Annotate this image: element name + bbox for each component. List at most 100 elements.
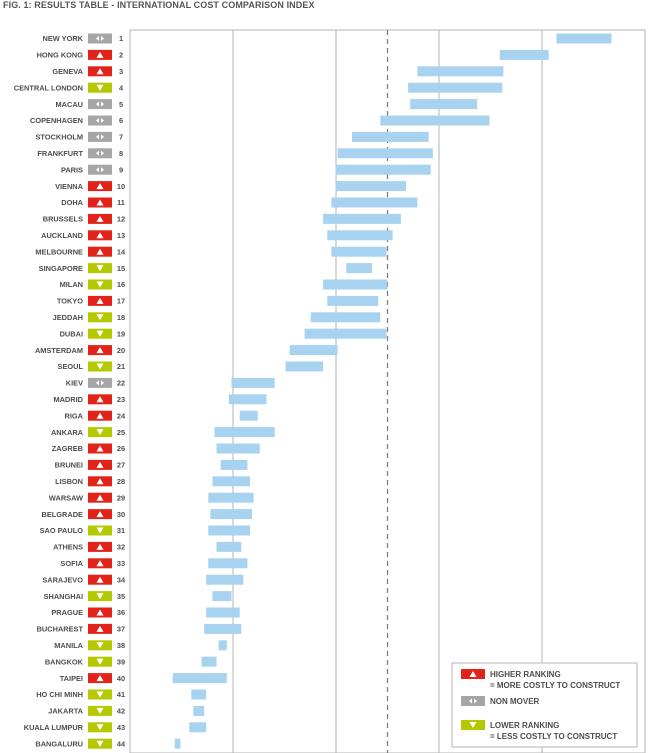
- up-arrow-icon: [96, 68, 104, 75]
- range-bar: [228, 394, 267, 405]
- city-label: BRUSSELS: [43, 215, 83, 224]
- rank-number: 12: [117, 215, 125, 224]
- up-arrow-icon: [96, 625, 104, 632]
- range-bar: [193, 705, 205, 716]
- up-arrow-icon: [96, 445, 104, 452]
- range-bar: [285, 361, 324, 372]
- rank-number: 30: [117, 510, 125, 519]
- range-bar: [331, 197, 418, 208]
- rank-number: 1: [119, 34, 123, 43]
- movement-badge: [88, 115, 112, 126]
- city-label: RIGA: [65, 411, 84, 420]
- range-bar: [191, 689, 207, 700]
- down-arrow-icon: [96, 314, 104, 321]
- range-bar: [208, 525, 250, 536]
- city-label: BELGRADE: [42, 510, 84, 519]
- rank-number: 5: [119, 100, 123, 109]
- movement-badge: [88, 148, 112, 159]
- rank-number: 2: [119, 51, 123, 60]
- left-right-arrow-icon: [96, 101, 104, 107]
- up-arrow-icon: [96, 248, 104, 255]
- left-right-arrow-icon: [96, 380, 104, 386]
- city-label: JAKARTA: [48, 707, 83, 716]
- rank-number: 4: [119, 83, 124, 92]
- rank-number: 23: [117, 395, 125, 404]
- up-arrow-icon: [96, 461, 104, 468]
- up-arrow-icon: [96, 576, 104, 583]
- down-arrow-icon: [96, 707, 104, 714]
- rank-number: 20: [117, 346, 125, 355]
- range-bar: [351, 131, 429, 142]
- legend-lower-sub: = LESS COSTLY TO CONSTRUCT: [490, 732, 617, 741]
- rank-number: 28: [117, 477, 125, 486]
- rank-number: 7: [119, 133, 123, 142]
- rank-number: 36: [117, 608, 125, 617]
- city-label: MADRID: [53, 395, 83, 404]
- city-label: ANKARA: [51, 428, 84, 437]
- rank-number: 32: [117, 543, 125, 552]
- rank-number: 8: [119, 149, 123, 158]
- rank-number: 17: [117, 297, 125, 306]
- city-label: DUBAI: [60, 329, 83, 338]
- movement-badge: [88, 99, 112, 110]
- range-bar: [172, 673, 227, 684]
- range-bar: [189, 722, 207, 733]
- up-arrow-icon: [96, 183, 104, 190]
- rank-number: 43: [117, 723, 125, 732]
- range-bar: [289, 345, 338, 356]
- city-label: MANILA: [54, 641, 83, 650]
- rank-number: 39: [117, 657, 125, 666]
- rank-number: 25: [117, 428, 125, 437]
- down-arrow-icon: [96, 330, 104, 337]
- legend: HIGHER RANKING = MORE COSTLY TO CONSTRUC…: [451, 662, 638, 748]
- up-arrow-icon: [96, 396, 104, 403]
- left-right-arrow-icon: [96, 167, 104, 173]
- city-label: LISBON: [55, 477, 83, 486]
- range-bar: [206, 574, 244, 585]
- rank-number: 9: [119, 165, 123, 174]
- city-label: FRANKFURT: [37, 149, 83, 158]
- legend-same-badge: [461, 696, 485, 706]
- rank-number: 34: [117, 575, 126, 584]
- city-label: TOKYO: [57, 297, 83, 306]
- movement-badge: [88, 164, 112, 175]
- city-label: SEOUL: [58, 362, 84, 371]
- rank-number: 38: [117, 641, 125, 650]
- city-label: VIENNA: [55, 182, 84, 191]
- range-bar: [210, 509, 253, 520]
- rank-number: 27: [117, 461, 125, 470]
- range-bar: [410, 99, 478, 110]
- rank-number: 6: [119, 116, 123, 125]
- down-arrow-icon: [96, 84, 104, 91]
- down-arrow-icon: [96, 281, 104, 288]
- city-label: DOHA: [61, 198, 83, 207]
- city-label: ZAGREB: [52, 444, 83, 453]
- city-label: KIEV: [66, 379, 83, 388]
- range-bar: [331, 246, 387, 257]
- range-bar: [417, 66, 504, 77]
- range-bar: [216, 541, 242, 552]
- rank-number: 31: [117, 526, 125, 535]
- rank-number: 42: [117, 707, 125, 716]
- city-label: ATHENS: [53, 543, 83, 552]
- up-arrow-icon: [96, 560, 104, 567]
- down-arrow-icon: [96, 527, 104, 534]
- up-arrow-icon: [96, 215, 104, 222]
- range-bar: [220, 459, 248, 470]
- down-arrow-icon: [96, 658, 104, 665]
- left-right-arrow-icon: [96, 134, 104, 140]
- rank-number: 13: [117, 231, 125, 240]
- rank-number: 22: [117, 379, 125, 388]
- range-bar: [204, 623, 242, 634]
- movement-badge: [88, 33, 112, 44]
- city-label: WARSAW: [49, 493, 83, 502]
- rank-number: 19: [117, 329, 125, 338]
- range-bar: [214, 427, 275, 438]
- range-bar: [208, 558, 248, 569]
- movement-badge: [88, 377, 112, 388]
- city-label: MACAU: [55, 100, 83, 109]
- up-arrow-icon: [96, 478, 104, 485]
- rank-number: 15: [117, 264, 125, 273]
- left-right-arrow-icon: [96, 150, 104, 156]
